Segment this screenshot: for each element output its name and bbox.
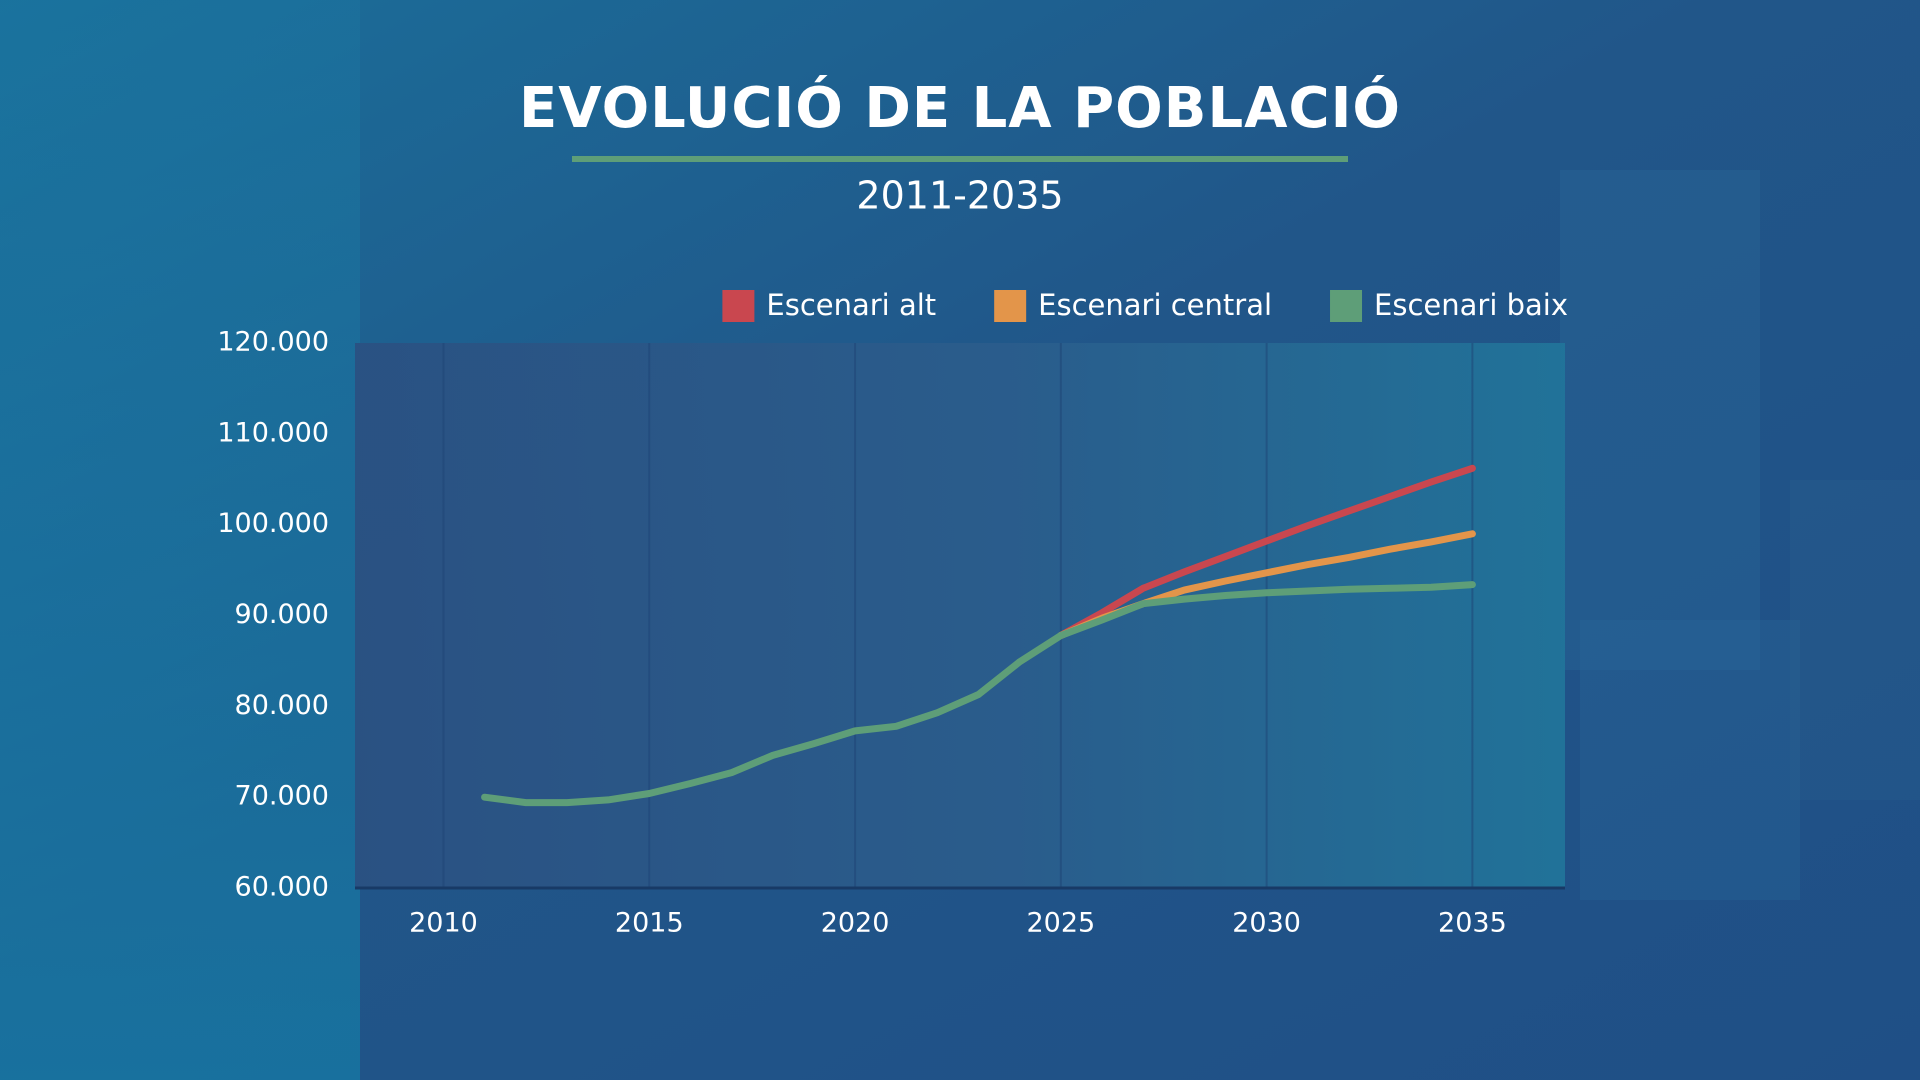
background-block	[1560, 170, 1760, 670]
background-block	[1790, 480, 1920, 800]
y-tick-label: 100.000	[217, 508, 329, 539]
background-glow	[0, 0, 360, 1080]
legend-label: Escenari central	[1038, 288, 1272, 322]
x-tick-label: 2035	[1438, 908, 1507, 939]
plot-area	[355, 343, 1565, 888]
legend-label: Escenari alt	[766, 288, 936, 322]
legend-label: Escenari baix	[1374, 288, 1568, 322]
background-block	[1580, 620, 1800, 900]
x-tick-label: 2030	[1232, 908, 1301, 939]
x-tick-label: 2015	[615, 908, 684, 939]
x-tick-label: 2025	[1026, 908, 1095, 939]
series-line	[481, 581, 1476, 807]
y-tick-label: 60.000	[235, 872, 329, 903]
y-tick-label: 110.000	[217, 417, 329, 448]
chart-subtitle: 2011-2035	[856, 174, 1063, 218]
legend-swatch	[994, 290, 1027, 322]
y-tick-label: 90.000	[235, 599, 329, 630]
y-tick-label: 80.000	[235, 690, 329, 721]
series-line	[1057, 464, 1476, 639]
y-tick-label: 120.000	[217, 327, 329, 358]
x-tick-label: 2010	[409, 908, 478, 939]
chart-title: EVOLUCIÓ DE LA POBLACIÓ	[519, 76, 1401, 141]
y-tick-label: 70.000	[235, 781, 329, 812]
legend-swatch	[1330, 290, 1363, 322]
x-tick-label: 2020	[821, 908, 890, 939]
legend-swatch	[722, 290, 755, 322]
